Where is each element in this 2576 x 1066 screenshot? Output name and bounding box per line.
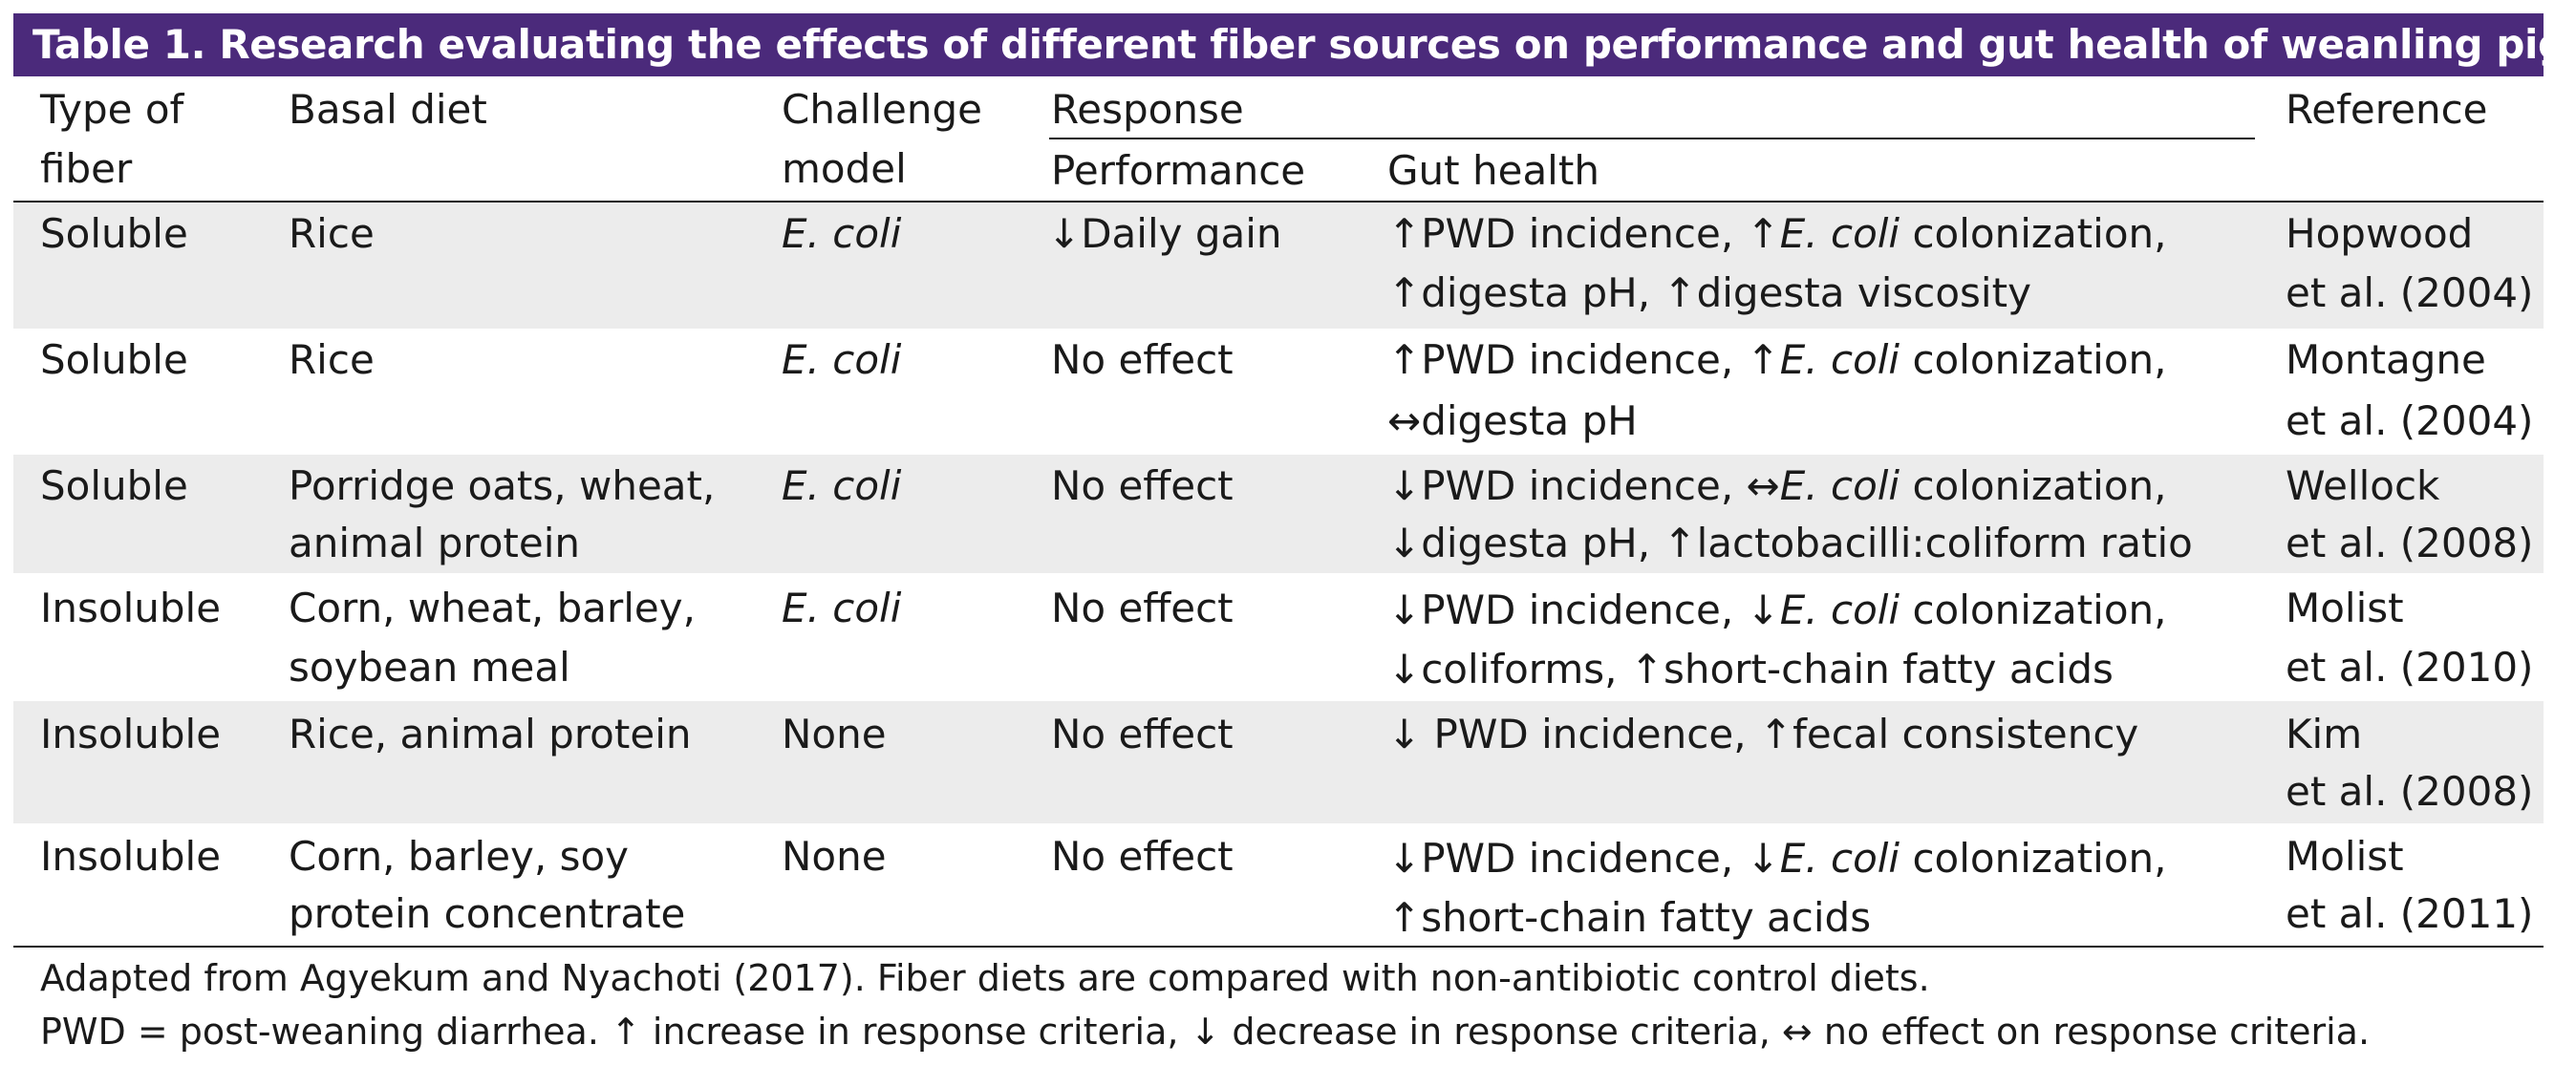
header-response: Response xyxy=(1051,86,1244,133)
row6-diet-line1: Corn, barley, soy xyxy=(289,833,630,880)
row1-diet: Rice xyxy=(289,210,375,257)
row4-challenge: E. coli xyxy=(782,585,902,631)
row3-fiber: Soluble xyxy=(40,462,188,509)
header-challenge-line2: model xyxy=(782,145,907,192)
row2-reference-line2: et al. (2004) xyxy=(2286,397,2534,444)
row5-reference-line2: et al. (2008) xyxy=(2286,768,2534,815)
row6-performance: No effect xyxy=(1051,833,1234,880)
row1-reference-line1: Hopwood xyxy=(2286,210,2474,257)
row6-reference-line1: Molist xyxy=(2286,833,2404,880)
row4-diet-line2: soybean meal xyxy=(289,644,570,691)
row2-gut-line2: ↔digesta pH xyxy=(1387,397,1638,444)
row-stripe xyxy=(13,455,2544,573)
row3-diet-line1: Porridge oats, wheat, xyxy=(289,462,716,509)
header-challenge-line1: Challenge xyxy=(782,86,982,133)
row6-challenge: None xyxy=(782,833,887,880)
row6-gut-line2: ↑short-chain fatty acids xyxy=(1387,894,1872,941)
row2-reference-line1: Montagne xyxy=(2286,336,2486,383)
row2-gut-line1: ↑PWD incidence, ↑E. coli colonization, xyxy=(1387,336,2167,383)
header-bottom-rule xyxy=(13,201,2544,203)
row1-fiber: Soluble xyxy=(40,210,188,257)
row1-challenge: E. coli xyxy=(782,210,902,257)
row6-reference-line2: et al. (2011) xyxy=(2286,890,2534,937)
row3-diet-line2: animal protein xyxy=(289,520,580,566)
row4-fiber: Insoluble xyxy=(40,585,222,631)
row1-performance: ↓Daily gain xyxy=(1047,210,1282,257)
row6-fiber: Insoluble xyxy=(40,833,222,880)
row2-fiber: Soluble xyxy=(40,336,188,383)
row6-gut-line1: ↓PWD incidence, ↓E. coli colonization, xyxy=(1387,835,2167,882)
row2-diet: Rice xyxy=(289,336,375,383)
row-stripe xyxy=(13,203,2544,329)
row3-performance: No effect xyxy=(1051,462,1234,509)
row3-reference-line1: Wellock xyxy=(2286,462,2440,509)
row4-gut-line2: ↓coliforms, ↑short-chain fatty acids xyxy=(1387,646,2114,693)
response-divider xyxy=(1049,138,2255,139)
row3-gut-line1: ↓PWD incidence, ↔E. coli colonization, xyxy=(1387,462,2167,509)
row4-diet-line1: Corn, wheat, barley, xyxy=(289,585,696,631)
header-gut-health: Gut health xyxy=(1387,147,1599,194)
row5-reference-line1: Kim xyxy=(2286,711,2363,757)
row4-performance: No effect xyxy=(1051,585,1234,631)
row2-challenge: E. coli xyxy=(782,336,902,383)
header-type-of-fiber-line2: fiber xyxy=(40,145,133,192)
header-performance: Performance xyxy=(1051,147,1306,194)
table-bottom-rule xyxy=(13,946,2544,948)
row1-gut-line1: ↑PWD incidence, ↑E. coli colonization, xyxy=(1387,210,2167,257)
row5-challenge: None xyxy=(782,711,887,757)
row3-reference-line2: et al. (2008) xyxy=(2286,520,2534,566)
row5-diet: Rice, animal protein xyxy=(289,711,692,757)
footnote-legend: PWD = post-weaning diarrhea. ↑ increase … xyxy=(40,1011,2371,1053)
row6-diet-line2: protein concentrate xyxy=(289,890,686,937)
row5-performance: No effect xyxy=(1051,711,1234,757)
footnote-source: Adapted from Agyekum and Nyachoti (2017)… xyxy=(40,957,1930,999)
row5-fiber: Insoluble xyxy=(40,711,222,757)
row2-performance: No effect xyxy=(1051,336,1234,383)
row4-reference-line2: et al. (2010) xyxy=(2286,644,2534,691)
row4-gut-line1: ↓PWD incidence, ↓E. coli colonization, xyxy=(1387,586,2167,633)
header-reference: Reference xyxy=(2286,86,2488,133)
row1-gut-line2: ↑digesta pH, ↑digesta viscosity xyxy=(1387,269,2031,316)
row3-gut-line2: ↓digesta pH, ↑lactobacilli:coliform rati… xyxy=(1387,520,2193,566)
header-type-of-fiber-line1: Type of xyxy=(40,86,184,133)
header-basal-diet: Basal diet xyxy=(289,86,487,133)
row1-reference-line2: et al. (2004) xyxy=(2286,269,2534,316)
row4-reference-line1: Molist xyxy=(2286,585,2404,631)
table-title: Table 1. Research evaluating the effects… xyxy=(13,13,2576,76)
row5-gut-line1: ↓ PWD incidence, ↑fecal consistency xyxy=(1387,711,2139,757)
row-stripe xyxy=(13,701,2544,823)
row3-challenge: E. coli xyxy=(782,462,902,509)
